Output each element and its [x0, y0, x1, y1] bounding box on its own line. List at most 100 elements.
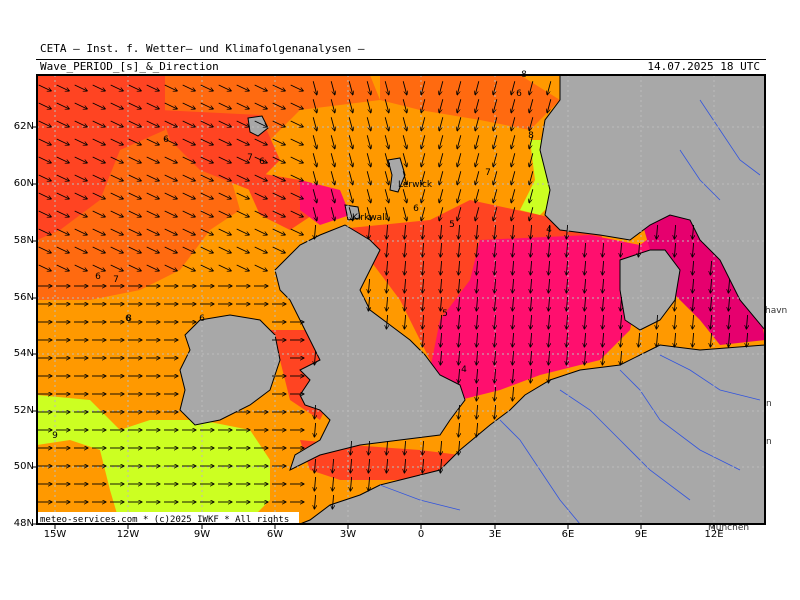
direction-arrow: [422, 332, 423, 347]
direction-arrow: [128, 120, 142, 127]
direction-arrow: [476, 314, 477, 329]
direction-arrow: [620, 332, 621, 347]
direction-arrow: [511, 207, 516, 221]
direction-arrow: [254, 138, 268, 145]
direction-arrow: [290, 156, 304, 163]
direction-arrow: [236, 102, 250, 109]
period-label: 6: [95, 272, 101, 282]
direction-arrow: [110, 246, 124, 253]
direction-arrow: [493, 99, 498, 113]
direction-arrow: [314, 350, 315, 365]
direction-arrow: [404, 242, 405, 257]
direction-arrow: [692, 260, 693, 275]
lat-label: 52N: [13, 405, 34, 416]
direction-arrow: [440, 260, 441, 275]
direction-arrow: [457, 135, 462, 149]
direction-arrow: [404, 260, 405, 275]
direction-arrow: [200, 84, 214, 91]
lon-label: 3E: [488, 529, 502, 540]
yellow-green-zone: [37, 395, 270, 524]
direction-arrow: [38, 210, 52, 217]
direction-arrow: [692, 242, 693, 257]
direction-arrow: [566, 332, 567, 347]
direction-arrow: [404, 458, 405, 473]
direction-arrow: [692, 296, 693, 311]
direction-arrow: [404, 314, 405, 329]
direction-arrow: [620, 314, 621, 329]
direction-arrow: [692, 224, 693, 239]
direction-arrow: [290, 120, 304, 127]
direction-arrow: [146, 138, 160, 145]
place-lerwick: Lerwick: [398, 180, 433, 190]
valid-time: 14.07.2025 18 UTC: [647, 60, 760, 73]
direction-arrow: [476, 260, 477, 275]
direction-arrow: [74, 192, 88, 199]
direction-arrow: [421, 99, 426, 113]
direction-arrow: [386, 260, 387, 275]
period-label: 9: [52, 431, 58, 441]
direction-arrow: [529, 171, 534, 185]
direction-arrow: [312, 153, 317, 167]
direction-arrow: [110, 192, 124, 199]
direction-arrow: [182, 228, 196, 235]
direction-arrow: [494, 350, 495, 365]
direction-arrow: [674, 332, 675, 347]
direction-arrow: [439, 171, 444, 185]
direction-arrow: [164, 246, 178, 253]
direction-arrow: [457, 189, 462, 203]
direction-arrow: [602, 350, 603, 365]
direction-arrow: [421, 117, 426, 131]
direction-arrow: [512, 278, 513, 293]
direction-arrow: [458, 350, 459, 365]
direction-arrow: [710, 332, 711, 347]
direction-arrow: [290, 192, 304, 199]
lon-label: 6E: [561, 529, 575, 540]
direction-arrow: [440, 242, 441, 257]
denmark-land: [619, 249, 681, 331]
direction-arrow: [330, 99, 335, 113]
direction-arrow: [272, 174, 286, 181]
direction-arrow: [110, 156, 124, 163]
direction-arrow: [38, 192, 52, 199]
direction-arrow: [710, 314, 711, 329]
direction-arrow: [182, 264, 196, 271]
direction-arrow: [290, 228, 304, 235]
direction-arrow: [728, 296, 729, 311]
direction-arrow: [457, 99, 462, 113]
direction-arrow: [548, 350, 549, 365]
direction-arrow: [530, 224, 531, 239]
direction-arrow: [128, 192, 142, 199]
direction-arrow: [314, 494, 315, 509]
direction-arrow: [236, 246, 250, 253]
direction-arrow: [475, 207, 480, 221]
direction-arrow: [290, 138, 304, 145]
direction-arrow: [384, 189, 389, 203]
direction-arrow: [439, 153, 444, 167]
lon-label: 6W: [266, 529, 284, 540]
direction-arrow: [146, 246, 160, 253]
direction-arrow: [182, 210, 196, 217]
direction-arrow: [566, 278, 567, 293]
direction-arrow: [602, 260, 603, 275]
direction-arrow: [146, 120, 160, 127]
direction-arrow: [366, 189, 371, 203]
direction-arrow: [476, 422, 477, 437]
direction-arrow: [218, 120, 232, 127]
direction-arrow: [493, 207, 498, 221]
direction-arrow: [421, 207, 426, 221]
lon-label: 9E: [634, 529, 648, 540]
period-label: 7: [113, 275, 119, 285]
direction-arrow: [110, 264, 124, 271]
direction-arrow: [458, 368, 459, 383]
direction-arrow: [458, 332, 459, 347]
direction-arrow: [236, 138, 250, 145]
direction-arrow: [384, 207, 389, 221]
direction-arrow: [386, 242, 387, 257]
direction-arrow: [254, 120, 268, 127]
direction-arrow: [348, 99, 353, 113]
direction-arrow: [674, 224, 675, 239]
direction-arrow: [56, 192, 70, 199]
direction-arrow: [511, 189, 516, 203]
direction-arrow: [236, 228, 250, 235]
direction-arrow: [422, 440, 423, 455]
